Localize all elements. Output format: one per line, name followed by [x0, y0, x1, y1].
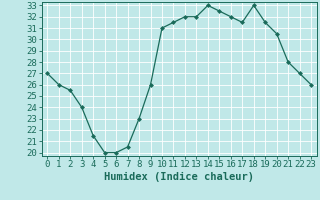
X-axis label: Humidex (Indice chaleur): Humidex (Indice chaleur)	[104, 172, 254, 182]
